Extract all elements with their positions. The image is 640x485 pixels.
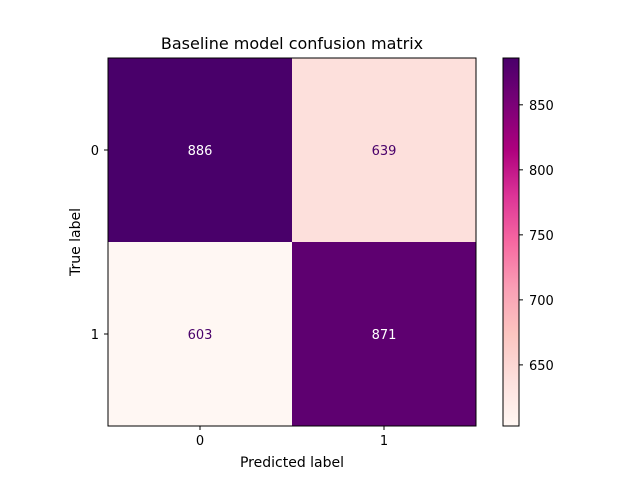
y-axis-label: True label bbox=[68, 208, 84, 277]
cell-value-label: 886 bbox=[188, 144, 213, 159]
matrix-cell bbox=[108, 242, 293, 427]
colorbar-tick-label: 800 bbox=[529, 164, 554, 179]
colorbar-tick-label: 850 bbox=[529, 99, 554, 114]
x-axis-label: Predicted label bbox=[240, 455, 344, 471]
colorbar-axis: 650 700 750 800 850 bbox=[519, 99, 554, 374]
colorbar-tick-label: 750 bbox=[529, 229, 554, 244]
colorbar-tick-label: 650 bbox=[529, 359, 554, 374]
y-tick-label: 1 bbox=[91, 328, 99, 343]
colorbar-tick-label: 700 bbox=[529, 294, 554, 309]
y-tick-label: 0 bbox=[91, 144, 99, 159]
cell-value-label: 639 bbox=[372, 144, 397, 159]
matrix-cell bbox=[108, 58, 293, 243]
cell-value-label: 603 bbox=[188, 328, 213, 343]
matrix-cell bbox=[292, 58, 477, 243]
colorbar bbox=[502, 57, 520, 427]
x-tick-label: 1 bbox=[380, 434, 388, 449]
y-axis: 01 bbox=[91, 144, 108, 343]
cell-value-label: 871 bbox=[372, 328, 397, 343]
matrix-cell bbox=[292, 242, 477, 427]
chart-title: Baseline model confusion matrix bbox=[161, 34, 423, 53]
matrix-cells: 886 639 603 871 bbox=[108, 58, 477, 427]
x-tick-label: 0 bbox=[196, 434, 204, 449]
plot-frame bbox=[107, 57, 477, 427]
